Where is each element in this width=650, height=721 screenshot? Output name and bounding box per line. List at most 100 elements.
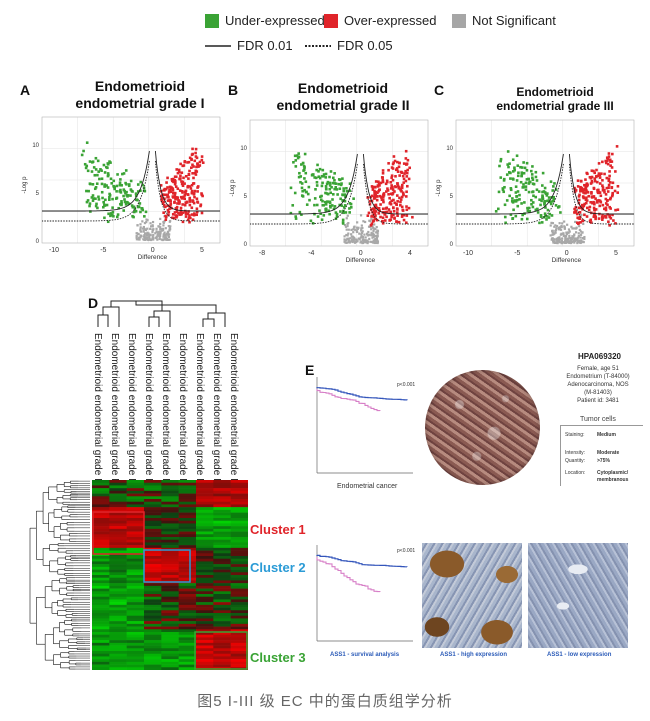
under-point xyxy=(303,188,306,192)
under-point xyxy=(119,178,122,181)
over-point xyxy=(170,177,174,181)
heatmap-cell xyxy=(196,542,214,546)
ns-point xyxy=(141,220,144,223)
over-point xyxy=(580,188,584,192)
over-point xyxy=(396,170,400,173)
under-point xyxy=(295,154,299,157)
over-point xyxy=(374,193,378,197)
heatmap-cell xyxy=(126,539,145,543)
heatmap-cell xyxy=(109,648,127,652)
under-point xyxy=(498,164,501,168)
panel-c-title-line1: Endometrioid xyxy=(516,85,594,99)
ns-point xyxy=(343,235,346,238)
under-point xyxy=(85,164,89,168)
field-location-value: Cytoplasmic/ membranous xyxy=(597,470,629,483)
patient-line-5: Patient id: 3481 xyxy=(577,398,619,404)
heatmap-cell xyxy=(109,512,127,516)
under-point xyxy=(111,210,115,214)
over-point xyxy=(598,204,602,208)
over-point xyxy=(161,201,165,205)
heatmap-cell xyxy=(161,642,179,646)
ns-point xyxy=(148,234,151,237)
under-point xyxy=(516,190,520,193)
ns-point xyxy=(552,240,555,243)
ns-point xyxy=(370,233,374,236)
under-point xyxy=(119,188,122,192)
heatmap-cell xyxy=(126,499,145,503)
ns-point xyxy=(373,239,376,242)
ns-point xyxy=(360,229,363,232)
heatmap-cell xyxy=(196,507,214,511)
heatmap-cell xyxy=(92,496,110,500)
ns-point xyxy=(168,220,171,223)
under-point xyxy=(321,168,325,172)
ns-point xyxy=(370,231,373,234)
ns-point xyxy=(141,227,145,230)
panel-b-letter: B xyxy=(228,82,239,98)
over-point xyxy=(182,176,185,180)
ns-point xyxy=(571,238,574,241)
heatmap-cell xyxy=(213,507,231,511)
under-point xyxy=(85,189,88,193)
heatmap-cell xyxy=(230,642,248,646)
over-point xyxy=(187,160,191,164)
ns-point xyxy=(161,238,164,242)
heatmap-cell xyxy=(178,512,197,516)
over-point xyxy=(387,162,390,165)
heatmap-cell xyxy=(161,651,179,655)
under-point xyxy=(339,210,342,213)
heatmap-cell xyxy=(196,488,214,492)
under-point xyxy=(326,192,330,196)
ns-point xyxy=(148,236,151,239)
over-point xyxy=(593,213,596,216)
under-point xyxy=(301,189,304,193)
heatmap-cell xyxy=(196,618,214,622)
over-point xyxy=(582,204,586,208)
under-point xyxy=(106,162,110,165)
under-point xyxy=(519,180,523,184)
ns-point xyxy=(568,230,571,233)
ns-point xyxy=(366,241,369,245)
heatmap-cell xyxy=(144,496,162,500)
heatmap-cell xyxy=(230,623,248,627)
ns-point xyxy=(583,237,586,241)
heatmap-cell xyxy=(196,523,214,527)
heatmap-cell xyxy=(109,645,127,649)
under-point xyxy=(514,185,518,188)
ns-point xyxy=(159,228,162,231)
under-point xyxy=(515,195,519,198)
heatmap-cell xyxy=(144,518,162,522)
heatmap-cell xyxy=(92,618,110,622)
under-point xyxy=(102,200,105,204)
heatmap-cell xyxy=(178,602,197,606)
under-point xyxy=(322,174,325,178)
heatmap-cell xyxy=(126,490,145,494)
under-point xyxy=(508,162,511,165)
under-point xyxy=(324,203,328,206)
over-point xyxy=(381,180,385,184)
over-point xyxy=(184,201,188,205)
under-point xyxy=(118,183,122,187)
km1-pvalue: p<0.001 xyxy=(397,382,416,388)
legend-over: Over-expressed xyxy=(324,13,436,28)
heatmap-cell xyxy=(161,528,179,532)
under-point xyxy=(121,172,124,176)
under-point xyxy=(136,183,140,186)
heatmap-cell xyxy=(92,596,110,600)
under-point xyxy=(511,201,515,204)
ns-point xyxy=(162,235,165,238)
over-point xyxy=(589,176,593,180)
heatmap-cell xyxy=(92,645,110,649)
legend-over-label: Over-expressed xyxy=(344,13,437,28)
patient-line-2: Endometrium (T-84000) xyxy=(566,374,630,380)
over-point xyxy=(162,211,165,215)
ns-point xyxy=(564,235,568,238)
ns-point xyxy=(550,238,553,241)
heatmap-cell xyxy=(196,564,214,568)
under-point xyxy=(345,189,349,193)
under-point xyxy=(530,173,534,176)
over-point xyxy=(190,157,193,161)
over-point xyxy=(190,191,194,194)
over-point xyxy=(579,190,582,193)
heatmap-cell xyxy=(126,526,145,530)
